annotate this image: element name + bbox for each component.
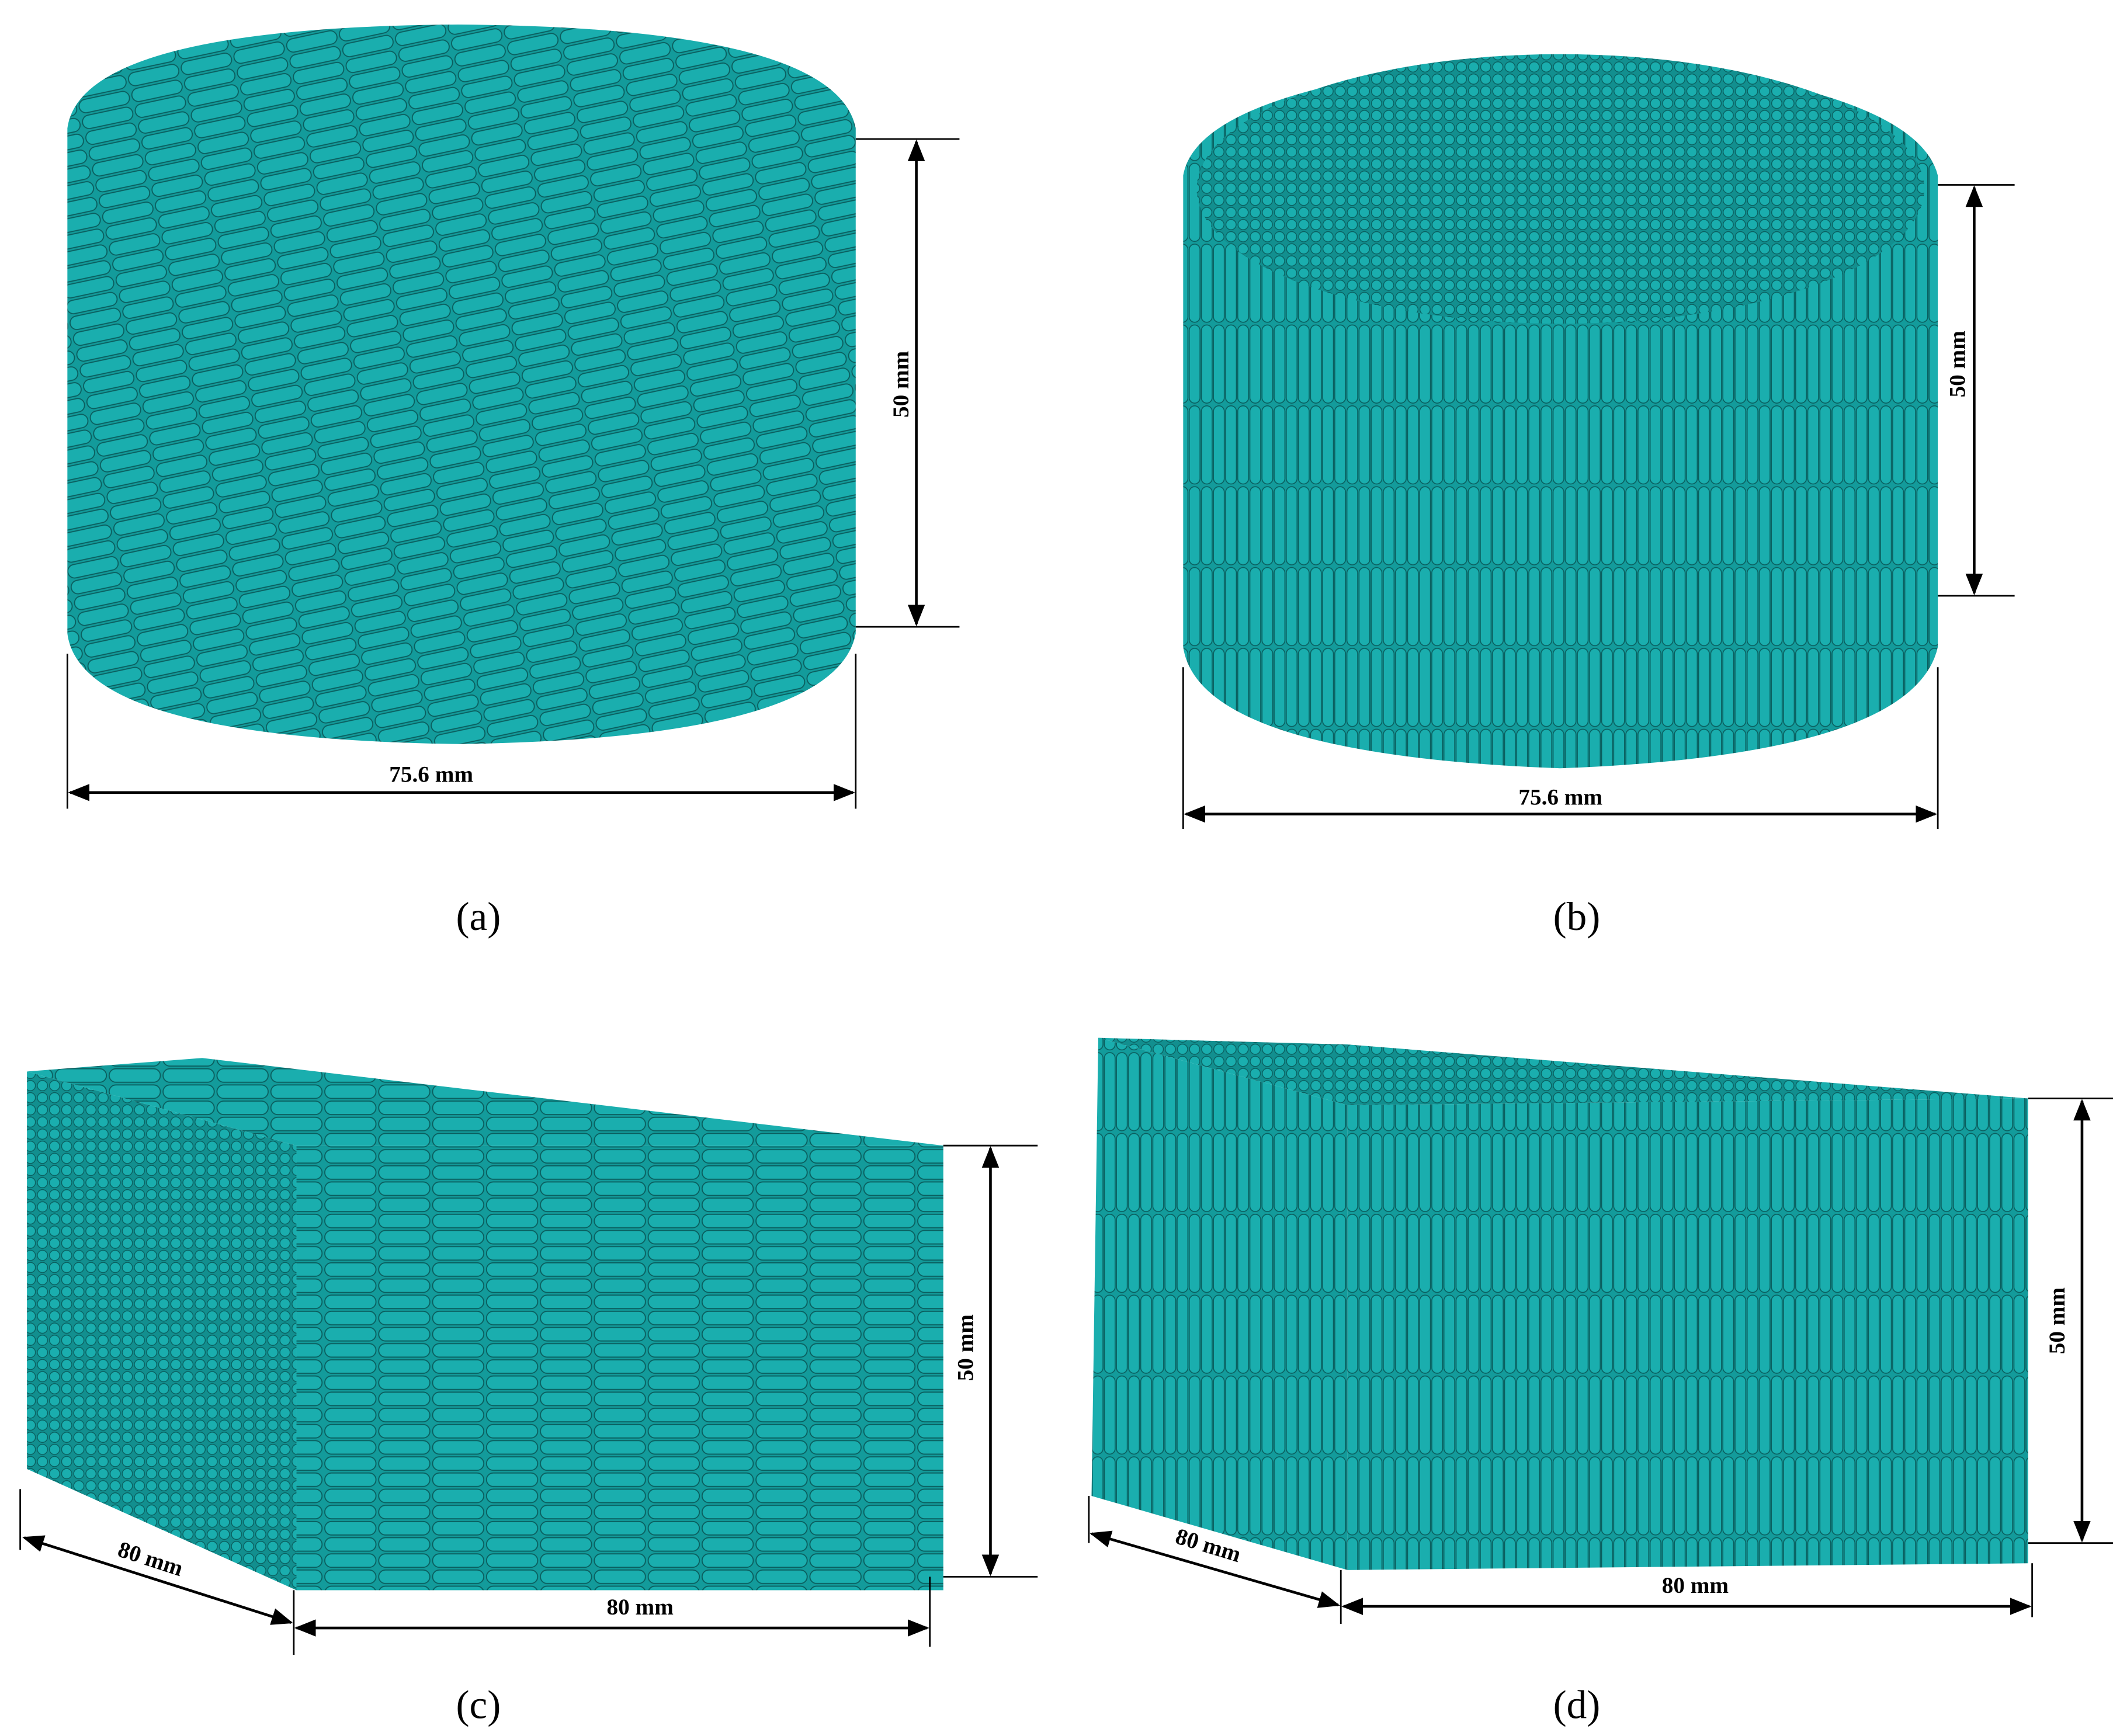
panel-caption: (c) [456,1682,501,1727]
height-label: 50 mm [889,351,914,418]
box-front [296,1145,943,1591]
box-top [1098,1037,2028,1105]
box-top [27,1058,943,1146]
dimension-line [22,1535,293,1625]
cylinder-top [1196,54,1925,324]
panel-a: 50 mm 75.6 mm (a) [66,24,960,939]
panel-caption: (a) [456,894,501,939]
panel-caption: (d) [1553,1682,1601,1727]
height-label: 50 mm [1945,331,1970,397]
width-label: 80 mm [1662,1573,1729,1598]
dimension-line [1089,1530,1341,1608]
panel-caption: (b) [1553,894,1601,939]
width-label: 80 mm [607,1595,674,1620]
box-side [27,1071,297,1591]
depth-label: 80 mm [115,1537,186,1581]
panel-c: 50 mm 80 mm 80 mm (c) [19,1058,1038,1727]
height-label: 50 mm [953,1314,978,1381]
height-label: 50 mm [2045,1287,2070,1354]
box-side [1091,1037,1348,1570]
panel-d: 50 mm 80 mm 80 mm (d) [1088,1037,2113,1727]
cylinder-specimen [67,24,856,744]
box-front [1347,1098,2028,1570]
panel-b: 50 mm 75.6 mm (b) [1182,54,2015,939]
width-label: 75.6 mm [1518,785,1602,810]
width-label: 75.6 mm [389,762,473,787]
